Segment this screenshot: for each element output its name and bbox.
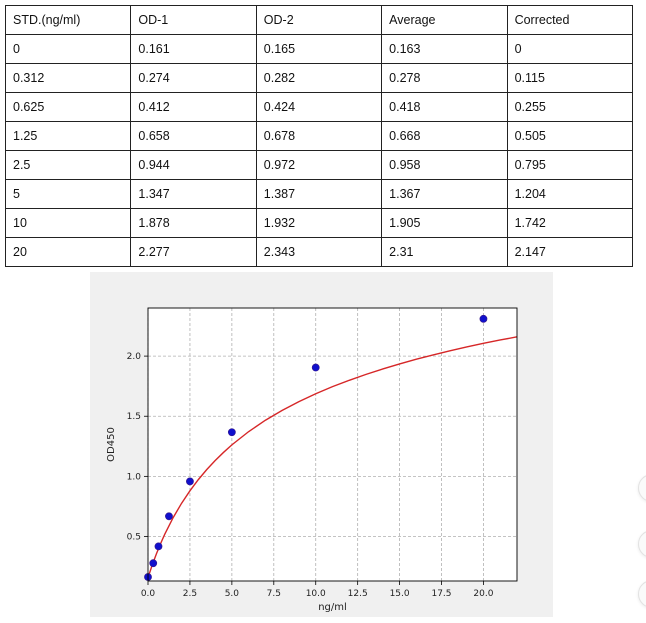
- y-tick-label: 1.5: [127, 412, 141, 422]
- table-cell: 1.347: [130, 179, 257, 209]
- table-cell: 2.343: [255, 237, 383, 267]
- table-cell: 1.367: [381, 179, 508, 209]
- table-cell: 0.424: [255, 92, 383, 122]
- table-cell: 2.5: [4, 150, 132, 180]
- table-cell: 0.115: [506, 63, 634, 93]
- table-row: 0.625 0.412 0.424 0.418 0.255: [4, 92, 634, 122]
- standard-table: STD.(ng/ml) OD-1 OD-2 Average Corrected 0 0.16…: [4, 5, 634, 267]
- table-cell: 2.147: [506, 237, 634, 267]
- x-tick-label: 5.0: [225, 589, 240, 599]
- y-tick-label: 1.0: [127, 472, 142, 482]
- table-cell: 0.412: [130, 92, 257, 122]
- fit-curve-line: [147, 336, 518, 578]
- table-cell: 0.161: [130, 34, 257, 64]
- data-point: [186, 477, 194, 486]
- table-cell: 0.625: [4, 92, 132, 122]
- table-cell: 0.163: [381, 34, 508, 64]
- table-cell: 0.274: [130, 63, 257, 93]
- side-circle-button[interactable]: [638, 580, 646, 608]
- data-point: [227, 428, 236, 437]
- table-row: 0.312 0.274 0.282 0.278 0.115: [4, 63, 634, 93]
- table-cell: 0.165: [255, 34, 383, 64]
- table-row: 2.5 0.944 0.972 0.958 0.795: [4, 150, 634, 180]
- table-cell: 0.658: [130, 121, 257, 151]
- table-cell: 1.204: [506, 179, 634, 209]
- side-circle-button[interactable]: [638, 474, 646, 502]
- y-tick-label: 2.0: [127, 352, 142, 362]
- table-cell: 0.958: [381, 150, 508, 180]
- table-cell: 0: [506, 34, 634, 64]
- x-tick-label: 7.5: [267, 589, 281, 599]
- table-cell: 5: [4, 179, 132, 209]
- table-header-cell: STD.(ng/ml): [4, 5, 132, 35]
- table-cell: 0.255: [506, 92, 634, 122]
- data-point: [165, 512, 173, 521]
- y-axis-label: OD450: [106, 427, 117, 462]
- table-cell: 0.795: [506, 150, 634, 180]
- table-cell: 0.282: [255, 63, 383, 93]
- table-cell: 1.742: [506, 208, 634, 238]
- x-tick-label: 0.0: [141, 589, 156, 599]
- x-tick-label: 10.0: [306, 589, 326, 599]
- table-header-cell: Corrected: [506, 5, 634, 35]
- table-row: 5 1.347 1.387 1.367 1.204: [4, 179, 634, 209]
- standard-curve-chart: 0.0 2.5 5.0 7.5 10.0 12.5 15.0 17.5 20.0 0.5 1.0 1.…: [90, 272, 553, 617]
- x-tick-label: 15.0: [390, 589, 410, 599]
- plot-area: [148, 308, 517, 581]
- table-cell: 1.387: [255, 179, 383, 209]
- table-header-cell: Average: [381, 5, 508, 35]
- table-cell: 0.278: [381, 63, 508, 93]
- table-row: 0 0.161 0.165 0.163 0: [4, 34, 634, 64]
- table-cell: 1.932: [255, 208, 383, 238]
- table-cell: 0.678: [255, 121, 383, 151]
- table-cell: 1.905: [381, 208, 508, 238]
- table-cell: 0.944: [130, 150, 257, 180]
- table-header-cell: OD-1: [130, 5, 257, 35]
- table-cell: 0.972: [255, 150, 383, 180]
- plot-frame: [147, 307, 518, 582]
- table-header-row: STD.(ng/ml) OD-1 OD-2 Average Corrected: [4, 5, 634, 35]
- table-cell: 10: [4, 208, 132, 238]
- table-cell: 0.312: [4, 63, 132, 93]
- table-cell: 2.31: [381, 237, 508, 267]
- data-point: [311, 363, 320, 372]
- data-point: [154, 542, 163, 551]
- table-row: 10 1.878 1.932 1.905 1.742: [4, 208, 634, 238]
- table-cell: 2.277: [130, 237, 257, 267]
- table-row: 1.25 0.658 0.678 0.668 0.505: [4, 121, 634, 151]
- table-cell: 20: [4, 237, 132, 267]
- x-tick-label: 12.5: [348, 589, 368, 599]
- table-cell: 1.25: [4, 121, 132, 151]
- x-tick-label: 17.5: [431, 589, 451, 599]
- table-cell: 0.418: [381, 92, 508, 122]
- x-tick-label: 2.5: [183, 589, 197, 599]
- data-point: [149, 559, 158, 568]
- table-cell: 0.668: [381, 121, 508, 151]
- y-tick-label: 0.5: [127, 533, 141, 543]
- data-point: [479, 314, 488, 323]
- x-tick-label: 20.0: [473, 589, 493, 599]
- chart-svg: 0.0 2.5 5.0 7.5 10.0 12.5 15.0 17.5 20.0 0.5 1.0 1.…: [106, 307, 518, 613]
- table-cell: 0: [4, 34, 132, 64]
- table-cell: 0.505: [506, 121, 634, 151]
- side-circle-button[interactable]: [638, 530, 646, 558]
- x-axis-label: ng/ml: [318, 602, 347, 613]
- table-row: 20 2.277 2.343 2.31 2.147: [4, 237, 634, 267]
- table-header-cell: OD-2: [255, 5, 383, 35]
- table-cell: 1.878: [130, 208, 257, 238]
